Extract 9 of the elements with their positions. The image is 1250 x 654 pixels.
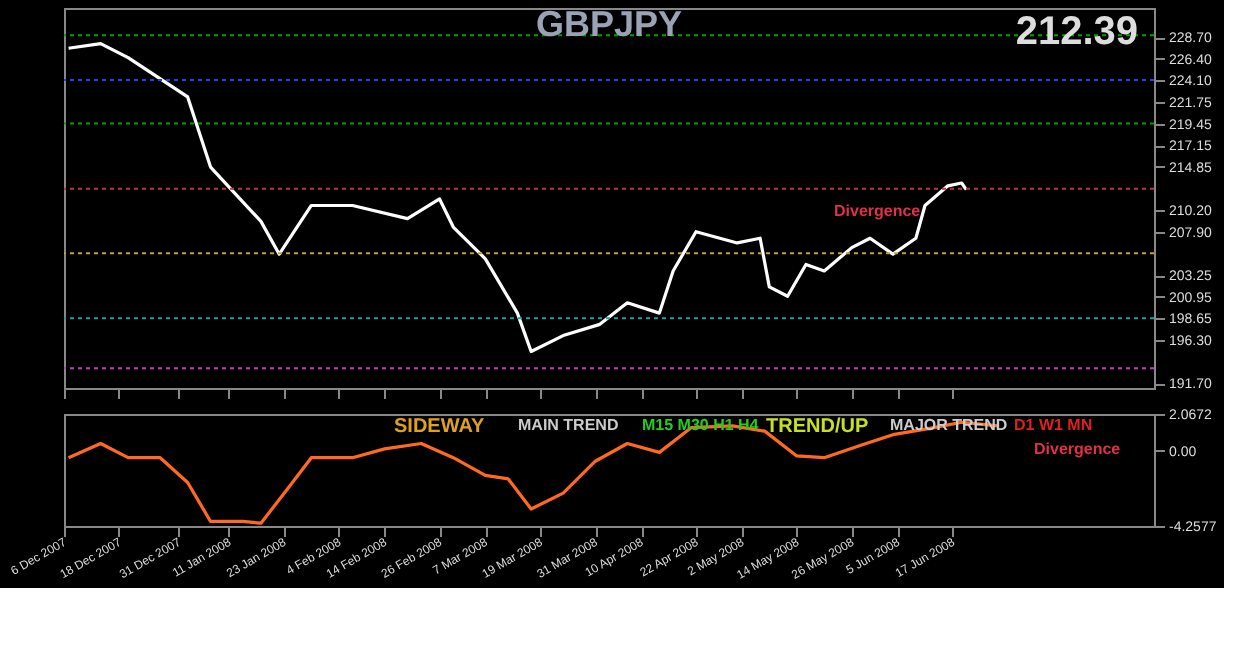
annotation: TREND/UP bbox=[766, 416, 869, 438]
chart-title: GBPJPY bbox=[535, 4, 683, 44]
annotation: D1 W1 MN bbox=[1014, 416, 1093, 434]
annotation: Divergence bbox=[1034, 440, 1122, 458]
annotation: SIDEWAY bbox=[394, 416, 486, 438]
annotation: 212.39 bbox=[1015, 10, 1138, 54]
annotation: Divergence bbox=[834, 202, 922, 220]
line-series bbox=[66, 41, 968, 354]
annotation: MAIN TREND bbox=[518, 416, 619, 434]
